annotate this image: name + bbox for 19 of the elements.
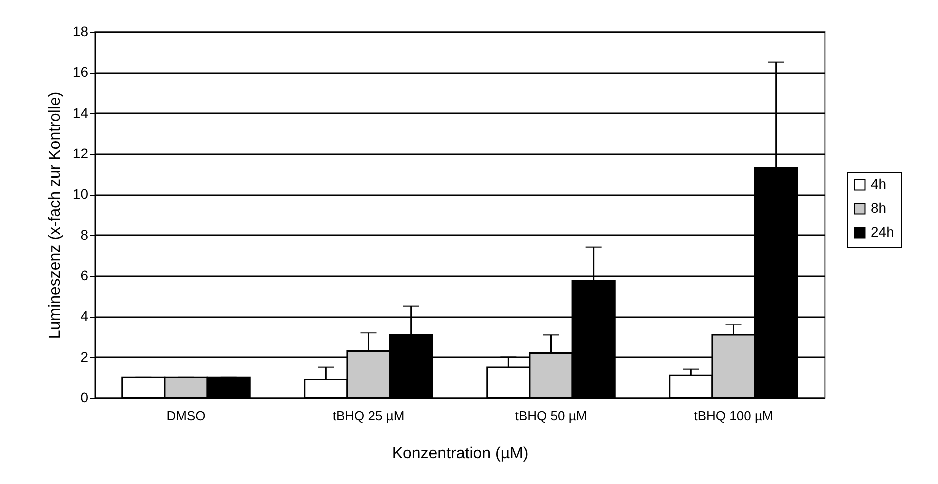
x-tick-label: tBHQ 100 µM: [694, 408, 774, 424]
y-tick-label: 10: [72, 186, 89, 202]
x-tick-label: tBHQ 25 µM: [332, 408, 405, 424]
y-tick-label: 0: [80, 390, 89, 406]
x-tick-label: tBHQ 50 µM: [515, 408, 588, 424]
y-tick-label: 8: [80, 226, 89, 243]
y-tick-label: 16: [72, 64, 89, 80]
x-axis-title: Konzentration (µM): [392, 446, 529, 462]
y-axis-title: Lumineszenz (x-fach zur Kontrolle): [46, 92, 64, 340]
y-tick-label: 12: [72, 146, 89, 162]
legend-label: 8h: [871, 200, 887, 216]
y-tick-label: 14: [72, 104, 89, 121]
x-tick-label: DMSO: [166, 408, 206, 424]
y-tick-label: 6: [80, 268, 89, 284]
y-tick-label: 2: [80, 348, 89, 365]
y-tick-label: 18: [72, 24, 89, 40]
legend-label: 4h: [871, 176, 887, 192]
legend-label: 24h: [871, 224, 894, 240]
y-tick-label: 4: [80, 308, 89, 324]
